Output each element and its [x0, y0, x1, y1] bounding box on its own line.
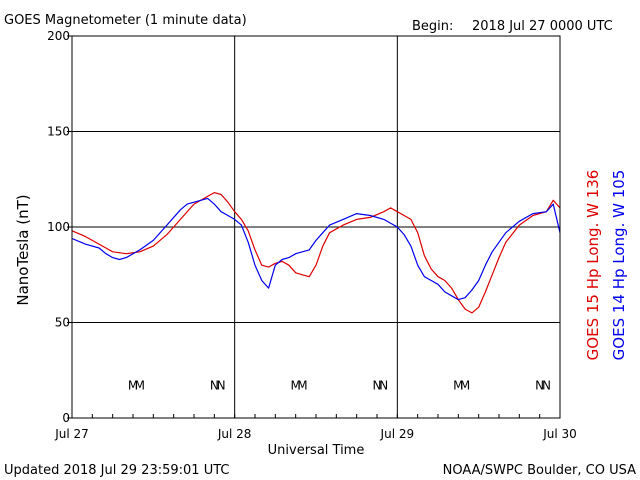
marker-n-7: N [379, 378, 388, 392]
chart-title: GOES Magnetometer (1 minute data) [4, 13, 247, 28]
x-tick-label-3: Jul 30 [542, 427, 577, 441]
x-tick-label-1: Jul 28 [217, 427, 252, 441]
begin-value: 2018 Jul 27 0000 UTC [472, 19, 613, 34]
x-tick-label-0: Jul 27 [54, 427, 89, 441]
begin-label: Begin: [412, 19, 453, 34]
y-axis-label: NanoTesla (nT) [14, 194, 32, 305]
x-tick-label-2: Jul 29 [380, 427, 415, 441]
y-tick-label-4: 200 [47, 29, 70, 43]
y-tick-labels: 0 50 100 150 200 [47, 29, 72, 425]
marker-m-8: M [453, 378, 463, 392]
y-tick-label-2: 100 [47, 220, 70, 234]
updated-timestamp: Updated 2018 Jul 29 23:59:01 UTC [4, 463, 229, 478]
marker-n-10: N [535, 378, 544, 392]
series-line-goes14 [71, 197, 561, 301]
marker-layer: MM NN MM NN MM NN [128, 378, 551, 392]
marker-m-9: M [460, 378, 470, 392]
marker-m-1: M [135, 378, 145, 392]
marker-m-0: M [128, 378, 138, 392]
y-tick-label-3: 150 [47, 125, 70, 139]
y-tick-label-0: 0 [62, 411, 70, 425]
legend-goes14: GOES 14 Hp Long. W 105 [610, 170, 628, 361]
x-tick-labels: Jul 27 Jul 28 Jul 29 Jul 30 [54, 414, 577, 441]
y-tick-label-1: 50 [55, 316, 70, 330]
marker-n-6: N [373, 378, 382, 392]
marker-n-11: N [542, 378, 551, 392]
marker-m-4: M [290, 378, 300, 392]
legend-goes15: GOES 15 Hp Long. W 136 [584, 170, 602, 361]
marker-n-3: N [217, 378, 226, 392]
series-line-goes15 [71, 192, 561, 314]
series-layer [71, 192, 561, 314]
marker-n-2: N [210, 378, 219, 392]
grid [72, 36, 560, 418]
x-axis-label: Universal Time [268, 443, 365, 458]
marker-m-5: M [297, 378, 307, 392]
source-credit: NOAA/SWPC Boulder, CO USA [443, 463, 636, 478]
